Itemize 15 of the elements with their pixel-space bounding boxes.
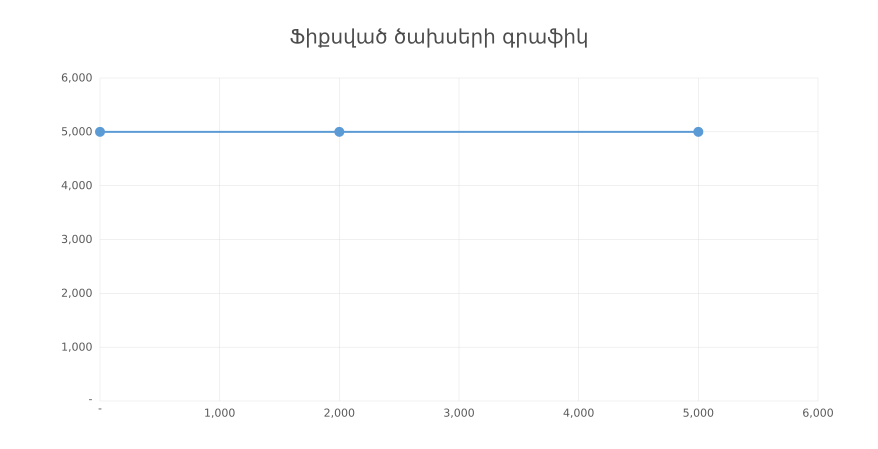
- x-tick-label: 3,000: [444, 408, 474, 418]
- y-tick-label: 4,000: [62, 180, 92, 190]
- x-tick-label: 4,000: [564, 408, 594, 418]
- y-tick-label: 6,000: [62, 73, 92, 83]
- y-tick-label: 5,000: [62, 127, 92, 137]
- x-tick-label: 5,000: [683, 408, 714, 418]
- x-tick-label: 6,000: [803, 408, 833, 418]
- y-tick-label: 1,000: [62, 342, 92, 352]
- x-tick-label: -: [98, 408, 102, 410]
- chart-title: Ֆիքսված ծախսերի գրաֆիկ: [290, 28, 587, 48]
- y-tick-label: -: [89, 399, 92, 400]
- y-tick-label: 3,000: [62, 234, 92, 244]
- x-tick-label: 2,000: [324, 408, 354, 418]
- x-tick-label: 1,000: [205, 408, 235, 418]
- y-tick-label: 2,000: [62, 288, 92, 298]
